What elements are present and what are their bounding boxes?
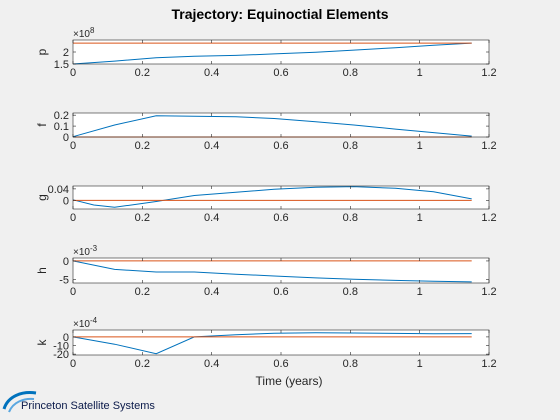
y-tick-label: 2 [63, 47, 69, 59]
x-tick-label: 0.6 [273, 67, 288, 79]
plot-area [73, 186, 489, 209]
y-tick-label: 0 [63, 332, 69, 344]
series-line-k [72, 332, 472, 355]
company-logo-text: Princeton Satellite Systems [21, 400, 155, 412]
x-tick-label: 0 [70, 67, 76, 79]
x-tick-label: 0.8 [343, 140, 358, 152]
y-tick-label: -10 [53, 341, 69, 353]
x-tick-label: 1 [417, 358, 423, 370]
plot-area [73, 40, 489, 64]
y-axis-label: p [35, 48, 49, 55]
y-axis-label: g [35, 194, 49, 201]
x-tick-label: 0.4 [204, 286, 219, 298]
x-tick-label: 1.2 [481, 212, 496, 224]
series-line-p [72, 42, 472, 65]
series-line-f [72, 115, 472, 138]
y-axis-label: f [35, 123, 49, 127]
x-tick-label: 0.2 [135, 286, 150, 298]
y-tick-label: 0 [63, 256, 69, 268]
x-tick-label: 0 [70, 140, 76, 152]
x-tick-label: 0.4 [204, 140, 219, 152]
x-tick-label: 1.2 [481, 286, 496, 298]
pss-logo-icon [2, 391, 37, 413]
x-tick-label: 1 [417, 140, 423, 152]
x-tick-label: 0.6 [273, 212, 288, 224]
y-axis-label: h [35, 267, 49, 274]
y-tick-label: -20 [53, 349, 69, 361]
x-axis-label: Time (years) [256, 374, 323, 388]
y-tick-label: -5 [59, 274, 69, 286]
x-tick-label: 0.8 [343, 212, 358, 224]
x-tick-label: 0.8 [343, 358, 358, 370]
x-tick-label: 0.8 [343, 67, 358, 79]
x-tick-label: 1 [417, 212, 423, 224]
y-tick-label: 0 [63, 195, 69, 207]
x-tick-label: 1.2 [481, 67, 496, 79]
x-tick-label: 0.2 [135, 358, 150, 370]
x-tick-label: 0.4 [204, 67, 219, 79]
plot-area [73, 258, 489, 283]
axes-h: 0 0.2 0.4 0.6 0.8 1 1.2-50h×10-3 [35, 244, 497, 298]
x-tick-label: 0.2 [135, 140, 150, 152]
x-tick-label: 0.4 [204, 358, 219, 370]
x-tick-label: 1.2 [481, 140, 496, 152]
y-exponent-label: ×108 [73, 26, 95, 40]
x-tick-label: 0.6 [273, 140, 288, 152]
y-tick-label: 0.2 [54, 110, 69, 122]
axes-f: 0 0.2 0.4 0.6 0.8 1 1.200.10.2f [35, 110, 497, 152]
y-tick-label: 0 [63, 132, 69, 144]
series-line-h [72, 260, 472, 283]
figure-title: Trajectory: Equinoctial Elements [171, 6, 388, 22]
x-tick-label: 1 [417, 286, 423, 298]
x-tick-label: 0.6 [273, 358, 288, 370]
x-tick-label: 1 [417, 67, 423, 79]
x-tick-label: 0.2 [135, 67, 150, 79]
y-tick-label: 0.1 [54, 121, 69, 133]
y-axis-label: k [35, 339, 49, 346]
axes-g: 0 0.2 0.4 0.6 0.8 1 1.200.04g [35, 184, 497, 224]
x-tick-label: 0.8 [343, 286, 358, 298]
x-tick-label: 0 [70, 212, 76, 224]
y-tick-label: 0.04 [48, 184, 69, 196]
x-tick-label: 0.2 [135, 212, 150, 224]
plot-area [73, 113, 489, 137]
x-tick-label: 0 [70, 358, 76, 370]
y-tick-label: 1.5 [54, 59, 69, 71]
axes-container: 0 0.2 0.4 0.6 0.8 1 1.2 1.52 p ×108 0 0.2 0.4 0.6 0.8 1… [35, 26, 497, 370]
x-tick-label: 0.6 [273, 286, 288, 298]
x-tick-label: 0 [70, 286, 76, 298]
x-tick-label: 1.2 [481, 358, 496, 370]
x-tick-label: 0.4 [204, 212, 219, 224]
axes-p: 0 0.2 0.4 0.6 0.8 1 1.2 1.52 p ×108 [35, 26, 497, 79]
series-line-g [72, 186, 472, 208]
